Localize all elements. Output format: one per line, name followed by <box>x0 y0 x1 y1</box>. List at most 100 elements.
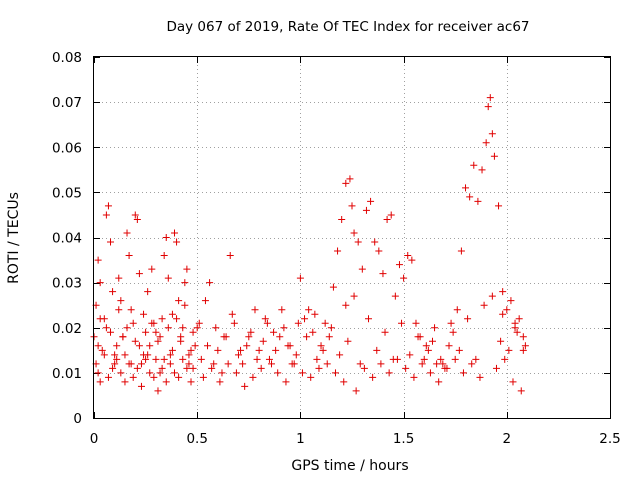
data-point <box>160 355 168 363</box>
data-point <box>220 333 228 341</box>
data-point <box>360 364 368 372</box>
data-point <box>358 265 366 273</box>
data-point <box>476 373 484 381</box>
data-point <box>111 351 119 359</box>
data-point <box>226 252 234 260</box>
data-point <box>286 342 294 350</box>
data-point <box>158 315 166 323</box>
data-point <box>187 346 195 354</box>
data-point <box>480 301 488 309</box>
data-point <box>104 202 112 210</box>
data-point <box>398 319 406 327</box>
data-point <box>166 351 174 359</box>
x-tick-label: 1 <box>296 431 305 447</box>
data-point <box>237 346 245 354</box>
data-point <box>173 315 181 323</box>
data-point <box>94 256 102 264</box>
data-point <box>521 342 529 350</box>
data-point <box>247 328 255 336</box>
data-point <box>107 238 115 246</box>
data-point <box>181 301 189 309</box>
data-point <box>94 342 102 350</box>
data-point <box>350 292 358 300</box>
data-point <box>173 238 181 246</box>
data-point <box>170 229 178 237</box>
data-point <box>391 292 399 300</box>
data-point <box>499 288 507 296</box>
data-point <box>488 292 496 300</box>
data-point <box>410 373 418 381</box>
data-point <box>113 355 121 363</box>
data-point <box>431 324 439 332</box>
data-point <box>100 351 108 359</box>
data-point <box>511 319 519 327</box>
data-point <box>144 288 152 296</box>
x-tick-label: 0.5 <box>186 431 207 447</box>
data-point <box>162 378 170 386</box>
data-point <box>265 355 273 363</box>
data-point <box>170 369 178 377</box>
data-point <box>193 324 201 332</box>
data-point <box>294 319 302 327</box>
data-point <box>377 360 385 368</box>
data-point <box>468 360 476 368</box>
data-point <box>292 351 300 359</box>
data-point <box>224 360 232 368</box>
data-point <box>313 355 321 363</box>
data-point <box>404 252 412 260</box>
data-point <box>234 351 242 359</box>
data-point <box>183 364 191 372</box>
data-point <box>257 364 265 372</box>
data-point <box>464 315 472 323</box>
data-point <box>513 328 521 336</box>
data-point <box>342 179 350 187</box>
data-point <box>325 333 333 341</box>
data-point <box>503 306 511 314</box>
data-point <box>251 306 259 314</box>
data-point <box>505 346 513 354</box>
data-point <box>280 324 288 332</box>
data-point <box>319 346 327 354</box>
data-point <box>96 378 104 386</box>
data-point <box>383 215 391 223</box>
data-point <box>125 252 133 260</box>
data-point <box>428 337 436 345</box>
data-point <box>117 297 125 305</box>
data-point <box>142 355 150 363</box>
data-point <box>307 373 315 381</box>
data-point <box>127 306 135 314</box>
data-point <box>348 202 356 210</box>
data-point <box>375 247 383 255</box>
data-point <box>230 319 238 327</box>
data-point <box>323 360 331 368</box>
data-point <box>379 270 387 278</box>
data-point <box>449 328 457 336</box>
data-point <box>389 355 397 363</box>
data-point <box>96 279 104 287</box>
data-point <box>212 324 220 332</box>
data-point <box>272 346 280 354</box>
data-point <box>137 360 145 368</box>
data-point <box>168 310 176 318</box>
y-tick-label: 0.05 <box>52 185 82 201</box>
data-point <box>470 161 478 169</box>
data-point <box>499 310 507 318</box>
y-tick-label: 0.06 <box>52 140 82 156</box>
data-point <box>371 238 379 246</box>
data-point <box>175 297 183 305</box>
data-point <box>443 364 451 372</box>
data-point <box>189 328 197 336</box>
data-point <box>259 337 267 345</box>
data-point <box>301 315 309 323</box>
data-point <box>109 364 117 372</box>
data-point <box>154 337 162 345</box>
data-point <box>422 342 430 350</box>
data-point <box>338 215 346 223</box>
data-point <box>437 355 445 363</box>
data-point <box>228 310 236 318</box>
data-point <box>150 373 158 381</box>
data-point <box>119 333 127 341</box>
data-point <box>261 315 269 323</box>
data-point <box>519 346 527 354</box>
data-point <box>154 387 162 395</box>
